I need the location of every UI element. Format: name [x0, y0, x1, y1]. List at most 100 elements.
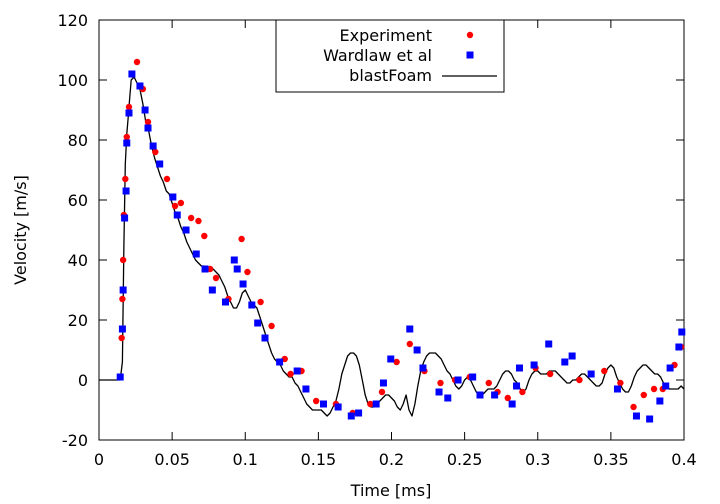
- point-wardlaw-et-al: [387, 355, 395, 363]
- point-wardlaw-et-al: [545, 340, 553, 348]
- point-wardlaw-et-al: [515, 364, 523, 372]
- x-tick-label: 0.05: [154, 450, 190, 469]
- y-tick-label: 80: [68, 131, 88, 150]
- point-experiment: [144, 118, 152, 126]
- point-wardlaw-et-al: [302, 385, 310, 393]
- point-experiment: [122, 175, 129, 183]
- point-experiment: [546, 370, 554, 378]
- point-wardlaw-et-al: [355, 409, 363, 417]
- point-wardlaw-et-al: [454, 376, 462, 384]
- point-experiment: [206, 265, 214, 273]
- point-experiment: [257, 298, 264, 306]
- point-wardlaw-et-al: [118, 325, 126, 333]
- point-experiment: [640, 391, 647, 399]
- x-axis-title: Time [ms]: [350, 481, 432, 500]
- point-wardlaw-et-al: [123, 139, 131, 147]
- point-wardlaw-et-al: [222, 298, 230, 306]
- point-experiment: [519, 388, 526, 396]
- point-wardlaw-et-al: [239, 280, 247, 288]
- point-experiment: [201, 232, 208, 240]
- point-experiment: [287, 370, 294, 378]
- point-wardlaw-et-al: [613, 385, 621, 393]
- point-experiment: [212, 274, 220, 282]
- point-experiment: [119, 295, 126, 303]
- point-experiment: [171, 202, 179, 210]
- x-tick-label: 0.4: [671, 450, 696, 469]
- point-wardlaw-et-al: [254, 319, 262, 327]
- y-axis-title: Velocity [m/s]: [11, 175, 30, 285]
- y-tick-label: 120: [57, 11, 88, 30]
- point-wardlaw-et-al: [334, 403, 342, 411]
- point-experiment: [133, 58, 141, 66]
- x-tick-label: 0.3: [525, 450, 550, 469]
- point-experiment: [630, 403, 637, 411]
- point-wardlaw-et-al: [561, 358, 569, 366]
- point-experiment: [125, 103, 133, 111]
- point-wardlaw-et-al: [419, 364, 427, 372]
- point-experiment: [485, 379, 492, 387]
- point-experiment: [123, 133, 130, 141]
- point-wardlaw-et-al: [141, 106, 149, 114]
- point-experiment: [378, 388, 386, 396]
- point-wardlaw-et-al: [678, 328, 686, 336]
- point-wardlaw-et-al: [656, 397, 664, 405]
- point-wardlaw-et-al: [293, 367, 301, 375]
- x-tick-label: 0.1: [233, 450, 258, 469]
- legend-label-wardlaw: Wardlaw et al: [323, 46, 432, 65]
- series-layer: [99, 58, 686, 423]
- x-axis-ticks: 0 0.05 0.1 0.15 0.2 0.25 0.3 0.35 0.4: [94, 20, 697, 469]
- point-wardlaw-et-al: [276, 358, 284, 366]
- point-wardlaw-et-al: [662, 382, 670, 390]
- point-wardlaw-et-al: [121, 214, 129, 222]
- point-experiment: [195, 217, 202, 225]
- point-wardlaw-et-al: [347, 412, 355, 420]
- point-experiment: [312, 397, 320, 405]
- point-wardlaw-et-al: [530, 361, 538, 369]
- point-experiment: [163, 175, 171, 183]
- legend-label-experiment: Experiment: [340, 26, 432, 45]
- point-experiment: [118, 334, 125, 342]
- legend: Experiment Wardlaw et al blastFoam: [275, 19, 505, 93]
- y-tick-label: 100: [57, 71, 88, 90]
- point-experiment: [504, 394, 511, 402]
- x-tick-label: 0: [94, 450, 104, 469]
- x-tick-label: 0.25: [447, 450, 483, 469]
- point-wardlaw-et-al: [128, 70, 136, 78]
- y-axis-ticks: -20 0 20 40 60 80 100 120: [57, 11, 684, 450]
- point-wardlaw-et-al: [469, 373, 477, 381]
- point-wardlaw-et-al: [173, 211, 181, 219]
- legend-marker-experiment: [466, 31, 474, 39]
- y-tick-label: -20: [62, 431, 88, 450]
- point-experiment: [177, 199, 185, 207]
- legend-marker-wardlaw: [466, 51, 474, 59]
- point-experiment: [268, 322, 275, 330]
- point-wardlaw-et-al: [119, 286, 127, 294]
- point-wardlaw-et-al: [261, 334, 269, 342]
- point-wardlaw-et-al: [136, 82, 144, 90]
- y-tick-label: 20: [68, 311, 88, 330]
- x-tick-label: 0.15: [301, 450, 337, 469]
- point-wardlaw-et-al: [169, 193, 177, 201]
- point-wardlaw-et-al: [632, 412, 640, 420]
- point-wardlaw-et-al: [666, 364, 674, 372]
- x-tick-label: 0.35: [593, 450, 629, 469]
- point-wardlaw-et-al: [156, 160, 164, 168]
- point-wardlaw-et-al: [413, 346, 421, 354]
- point-wardlaw-et-al: [508, 400, 516, 408]
- point-wardlaw-et-al: [230, 256, 238, 264]
- point-wardlaw-et-al: [444, 394, 452, 402]
- point-wardlaw-et-al: [406, 325, 414, 333]
- point-wardlaw-et-al: [233, 265, 241, 273]
- y-tick-label: 0: [78, 371, 88, 390]
- point-wardlaw-et-al: [587, 370, 595, 378]
- point-wardlaw-et-al: [192, 250, 200, 258]
- series-line-blastfoam: [99, 76, 685, 417]
- point-wardlaw-et-al: [125, 109, 133, 117]
- point-wardlaw-et-al: [435, 388, 443, 396]
- point-experiment: [367, 400, 374, 408]
- point-wardlaw-et-al: [319, 400, 327, 408]
- point-experiment: [238, 235, 245, 243]
- point-experiment: [576, 376, 583, 384]
- y-tick-label: 40: [68, 251, 88, 270]
- point-wardlaw-et-al: [675, 343, 683, 351]
